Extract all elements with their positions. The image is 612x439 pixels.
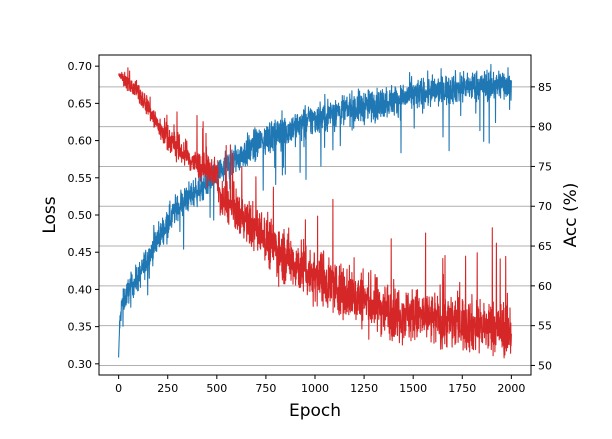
y-tick-label-right: 50 (538, 359, 552, 372)
plot-area (118, 63, 512, 359)
y-tick-label-left: 0.50 (68, 209, 93, 222)
x-tick-label: 1250 (350, 382, 378, 395)
y-tick-label-left: 0.35 (68, 321, 93, 334)
loss-line (118, 67, 512, 359)
x-tick-label: 1500 (399, 382, 427, 395)
y-tick-label-left: 0.55 (68, 172, 93, 185)
x-tick-label: 1750 (448, 382, 476, 395)
x-tick-label: 0 (115, 382, 122, 395)
y-tick-label-right: 85 (538, 81, 552, 94)
acc-line (118, 63, 512, 358)
y-axis-right: 50 55 60 65 70 75 80 85 (531, 81, 552, 372)
y-axis-label-left: Loss (40, 196, 60, 233)
x-tick-label: 750 (255, 382, 276, 395)
y-tick-label-right: 60 (538, 280, 552, 293)
x-axis: 0 250 500 750 1000 1250 1500 1750 2000 (115, 375, 525, 395)
x-axis-label: Epoch (289, 401, 341, 421)
x-tick-label: 2000 (497, 382, 525, 395)
y-tick-label-left: 0.65 (68, 97, 93, 110)
y-tick-label-left: 0.45 (68, 246, 93, 259)
y-tick-label-left: 0.70 (68, 60, 93, 73)
y-tick-label-left: 0.30 (68, 358, 93, 371)
y-tick-label-left: 0.40 (68, 283, 93, 296)
x-tick-label: 1000 (301, 382, 329, 395)
y-tick-label-right: 75 (538, 160, 552, 173)
y-tick-label-right: 55 (538, 320, 552, 333)
y-axis-label-right: Acc (%) (561, 183, 581, 248)
y-tick-label-right: 80 (538, 121, 552, 134)
y-tick-label-right: 65 (538, 240, 552, 253)
x-tick-label: 500 (206, 382, 227, 395)
x-tick-label: 250 (157, 382, 178, 395)
y-axis-left: 0.30 0.35 0.40 0.45 0.50 0.55 0.60 0.65 0.70 (68, 60, 99, 371)
y-tick-label-right: 70 (538, 200, 552, 213)
y-tick-label-left: 0.60 (68, 135, 93, 148)
